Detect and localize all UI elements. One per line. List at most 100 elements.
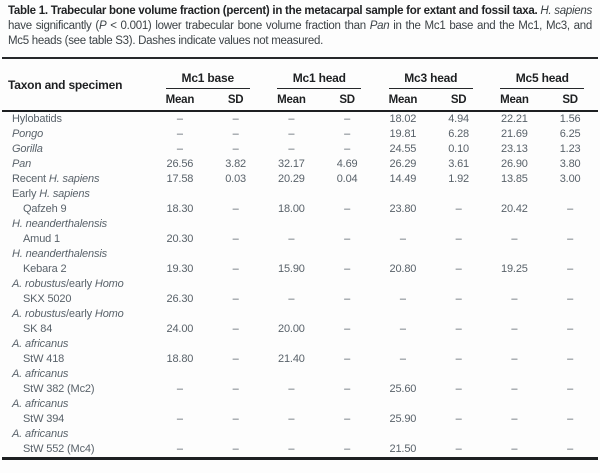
cell-value: 20.80: [389, 263, 417, 275]
cell-value: [375, 217, 431, 232]
cell-value: –: [232, 143, 239, 155]
cell-value: [431, 277, 487, 292]
cell-value: 6.25: [559, 128, 581, 140]
table-row: Pongo – – – – 19.81 6.28 21.69 6.25: [2, 127, 598, 142]
cell-value: [542, 367, 598, 382]
cell-value: –: [288, 128, 295, 140]
cell-value: 20.42: [500, 203, 528, 215]
label-text: SK 84: [23, 323, 53, 335]
cell-value: [264, 367, 320, 382]
cell-value: –: [288, 233, 295, 245]
table-row: A. robustus/early Homo: [2, 307, 598, 322]
group-label: Mc1 head: [277, 63, 362, 89]
taxon-label: H. neanderthalensis: [2, 247, 152, 262]
specimen-label: Qafzeh 9: [2, 202, 152, 217]
cell-value: –: [567, 323, 574, 335]
cell-value: –: [511, 293, 518, 305]
label-text: /early: [66, 278, 95, 290]
cell-value: [208, 367, 264, 382]
group-label: Mc3 head: [388, 63, 473, 89]
cell-value: [319, 427, 375, 442]
cell-value: –: [176, 413, 183, 425]
specimen-label: Amud 1: [2, 232, 152, 247]
cell-value: [319, 187, 375, 202]
cell-value: –: [232, 413, 239, 425]
caption-text: have significantly (: [8, 20, 99, 32]
cell-value: 24.55: [389, 143, 417, 155]
cell-value: [487, 367, 543, 382]
taxon-name-italic: A. africanus: [12, 398, 69, 410]
cell-value: –: [567, 383, 574, 395]
taxon-name-italic: H. neanderthalensis: [12, 218, 107, 230]
column-header-sd: SD: [430, 89, 487, 112]
cell-value: 20.30: [166, 233, 194, 245]
taxon-name-italic: H. neanderthalensis: [12, 248, 107, 260]
cell-value: [208, 217, 264, 232]
specimen-label: StW 382 (Mc2): [2, 382, 152, 397]
cell-value: [152, 277, 208, 292]
column-header-mean: Mean: [152, 89, 208, 112]
taxon-label: Gorilla: [2, 142, 152, 157]
data-table: Taxon and specimen Mc1 base Mc1 head Mc3…: [2, 57, 598, 460]
cell-value: [542, 217, 598, 232]
cell-value: [319, 217, 375, 232]
table-row: A. africanus: [2, 427, 598, 442]
cell-value: [208, 277, 264, 292]
specimen-label: StW 552 (Mc4): [2, 442, 152, 459]
taxon-label: A. africanus: [2, 427, 152, 442]
cell-value: –: [176, 143, 183, 155]
cell-value: [487, 277, 543, 292]
cell-value: –: [232, 383, 239, 395]
cell-value: [152, 337, 208, 352]
table-row: SKX 5020 26.30 – – – – – – –: [2, 292, 598, 307]
cell-value: 0.10: [448, 143, 470, 155]
cell-value: [431, 247, 487, 262]
cell-value: 3.00: [559, 173, 581, 185]
cell-value: [264, 307, 320, 322]
cell-value: [431, 397, 487, 412]
caption-title: Table 1. Trabecular bone volume fraction…: [8, 5, 541, 17]
label-text: Early: [12, 188, 40, 200]
cell-value: 18.80: [166, 353, 194, 365]
cell-value: [542, 307, 598, 322]
cell-value: [487, 397, 543, 412]
table-row: A. africanus: [2, 367, 598, 382]
cell-value: [319, 307, 375, 322]
cell-value: –: [567, 443, 574, 455]
taxon-name-italic: A. robustus: [12, 308, 66, 320]
label-text: Qafzeh 9: [23, 203, 67, 215]
specimen-label: SKX 5020: [2, 292, 152, 307]
table-row: Amud 1 20.30 – – – – – – –: [2, 232, 598, 247]
column-group-mc1-head: Mc1 head: [264, 58, 376, 89]
cell-value: [431, 427, 487, 442]
table-row: SK 84 24.00 – 20.00 – – – – –: [2, 322, 598, 337]
cell-value: 19.81: [389, 128, 417, 140]
cell-value: [375, 277, 431, 292]
cell-value: –: [455, 233, 462, 245]
cell-value: [152, 307, 208, 322]
cell-value: [208, 307, 264, 322]
cell-value: 3.80: [559, 158, 581, 170]
cell-value: 26.30: [166, 293, 194, 305]
cell-value: [487, 217, 543, 232]
column-header-mean: Mean: [486, 89, 543, 112]
cell-value: –: [344, 323, 351, 335]
cell-value: –: [344, 203, 351, 215]
table-row: H. neanderthalensis: [2, 217, 598, 232]
cell-value: –: [455, 353, 462, 365]
taxon-label: A. robustus/early Homo: [2, 307, 152, 322]
label-text: StW 394: [23, 413, 65, 425]
cell-value: –: [344, 233, 351, 245]
cell-value: 26.56: [166, 158, 194, 170]
label-text: Recent: [12, 173, 49, 185]
cell-value: [431, 337, 487, 352]
cell-value: –: [176, 128, 183, 140]
taxon-name-italic: A. africanus: [12, 338, 69, 350]
cell-value: –: [567, 293, 574, 305]
cell-value: 21.69: [500, 128, 528, 140]
cell-value: 21.50: [389, 443, 417, 455]
cell-value: –: [455, 413, 462, 425]
cell-value: [487, 247, 543, 262]
cell-value: [152, 187, 208, 202]
